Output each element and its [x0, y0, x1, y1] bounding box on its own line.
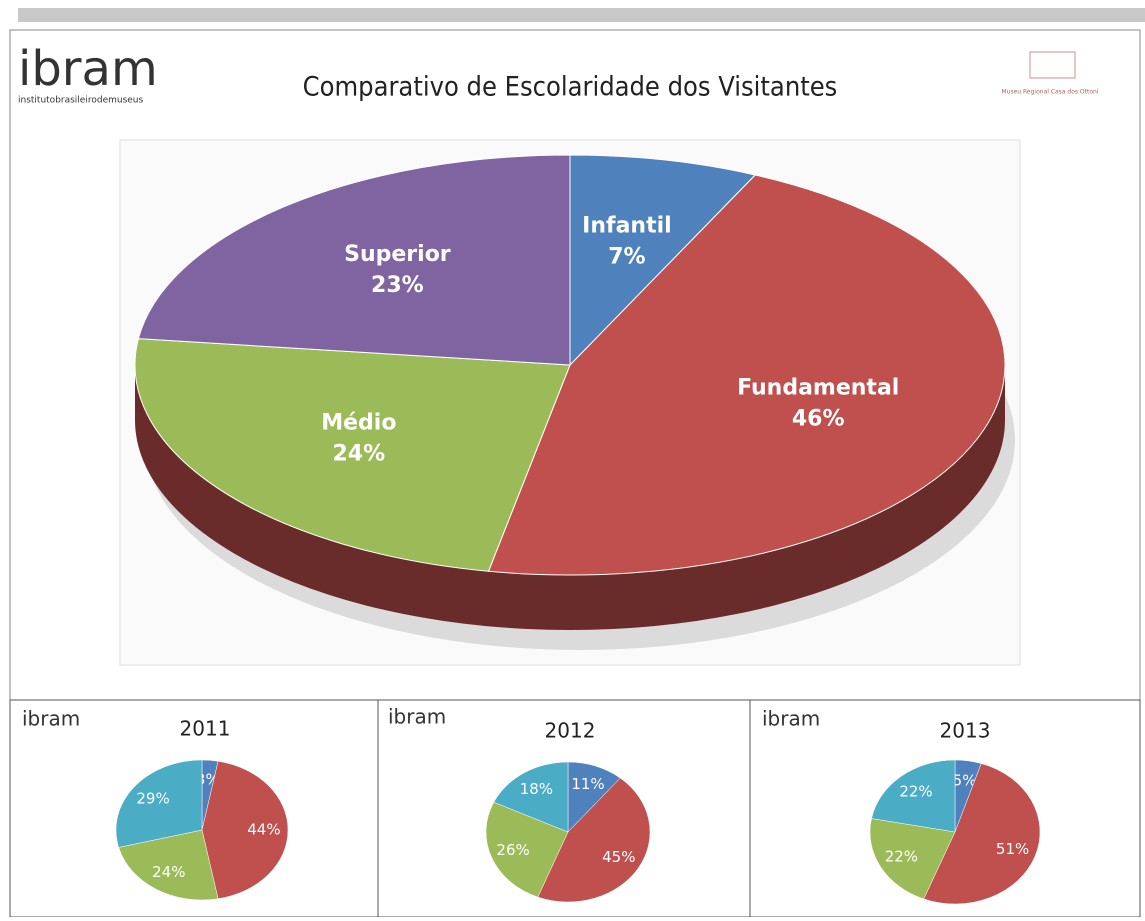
slice-label: 23% — [371, 273, 424, 298]
pie-slice — [118, 829, 219, 901]
slice-label: 24% — [333, 441, 386, 466]
slice-label: 22% — [899, 783, 932, 801]
slice-label: 46% — [792, 406, 845, 431]
slice-label: 7% — [608, 244, 645, 269]
slice-label: 24% — [152, 863, 185, 881]
pie-slice — [869, 818, 956, 900]
museum-logo — [1029, 51, 1076, 79]
slice-label: 44% — [247, 821, 280, 839]
logo: ibram — [388, 705, 446, 729]
pie-slice — [115, 759, 203, 848]
slice-label: 22% — [885, 847, 918, 865]
pie-slice — [493, 761, 569, 833]
logo: ibram — [762, 707, 820, 731]
logo: ibram — [22, 707, 80, 731]
pie-slice — [137, 154, 571, 366]
slice-label: 29% — [136, 790, 169, 808]
chart-title: 2013 — [940, 719, 991, 743]
toolbar-bar — [18, 8, 1145, 22]
slice-category: Superior — [344, 242, 451, 267]
pie-slice — [134, 338, 571, 572]
logo-subtitle: institutobrasileirodemuseus — [18, 96, 144, 106]
chart-title: 2011 — [180, 717, 231, 741]
slice-label: 26% — [496, 841, 529, 859]
slice-category: Fundamental — [737, 376, 899, 401]
slice-label: 5% — [953, 771, 977, 789]
pie-slice — [537, 777, 651, 903]
slice-label: 45% — [602, 848, 635, 866]
pie-slice — [871, 759, 956, 833]
pie-slice — [201, 760, 289, 900]
logo: ibram — [18, 41, 158, 97]
pie-slice — [487, 174, 1006, 576]
slice-category: Infantil — [582, 214, 672, 239]
museum-name: Museu Regional Casa dos Ottoni — [1002, 89, 1099, 96]
slice-category: Médio — [321, 411, 396, 436]
slice-label: 51% — [996, 840, 1029, 858]
slice-label: 18% — [520, 780, 553, 798]
pie-slice — [923, 763, 1041, 905]
chart-title: Comparativo de Escolaridade dos Visitant… — [303, 72, 838, 103]
chart-title: 2012 — [545, 719, 596, 743]
slice-label: 11% — [571, 775, 604, 793]
pie-slice — [569, 154, 757, 367]
pie-slice — [485, 801, 569, 898]
